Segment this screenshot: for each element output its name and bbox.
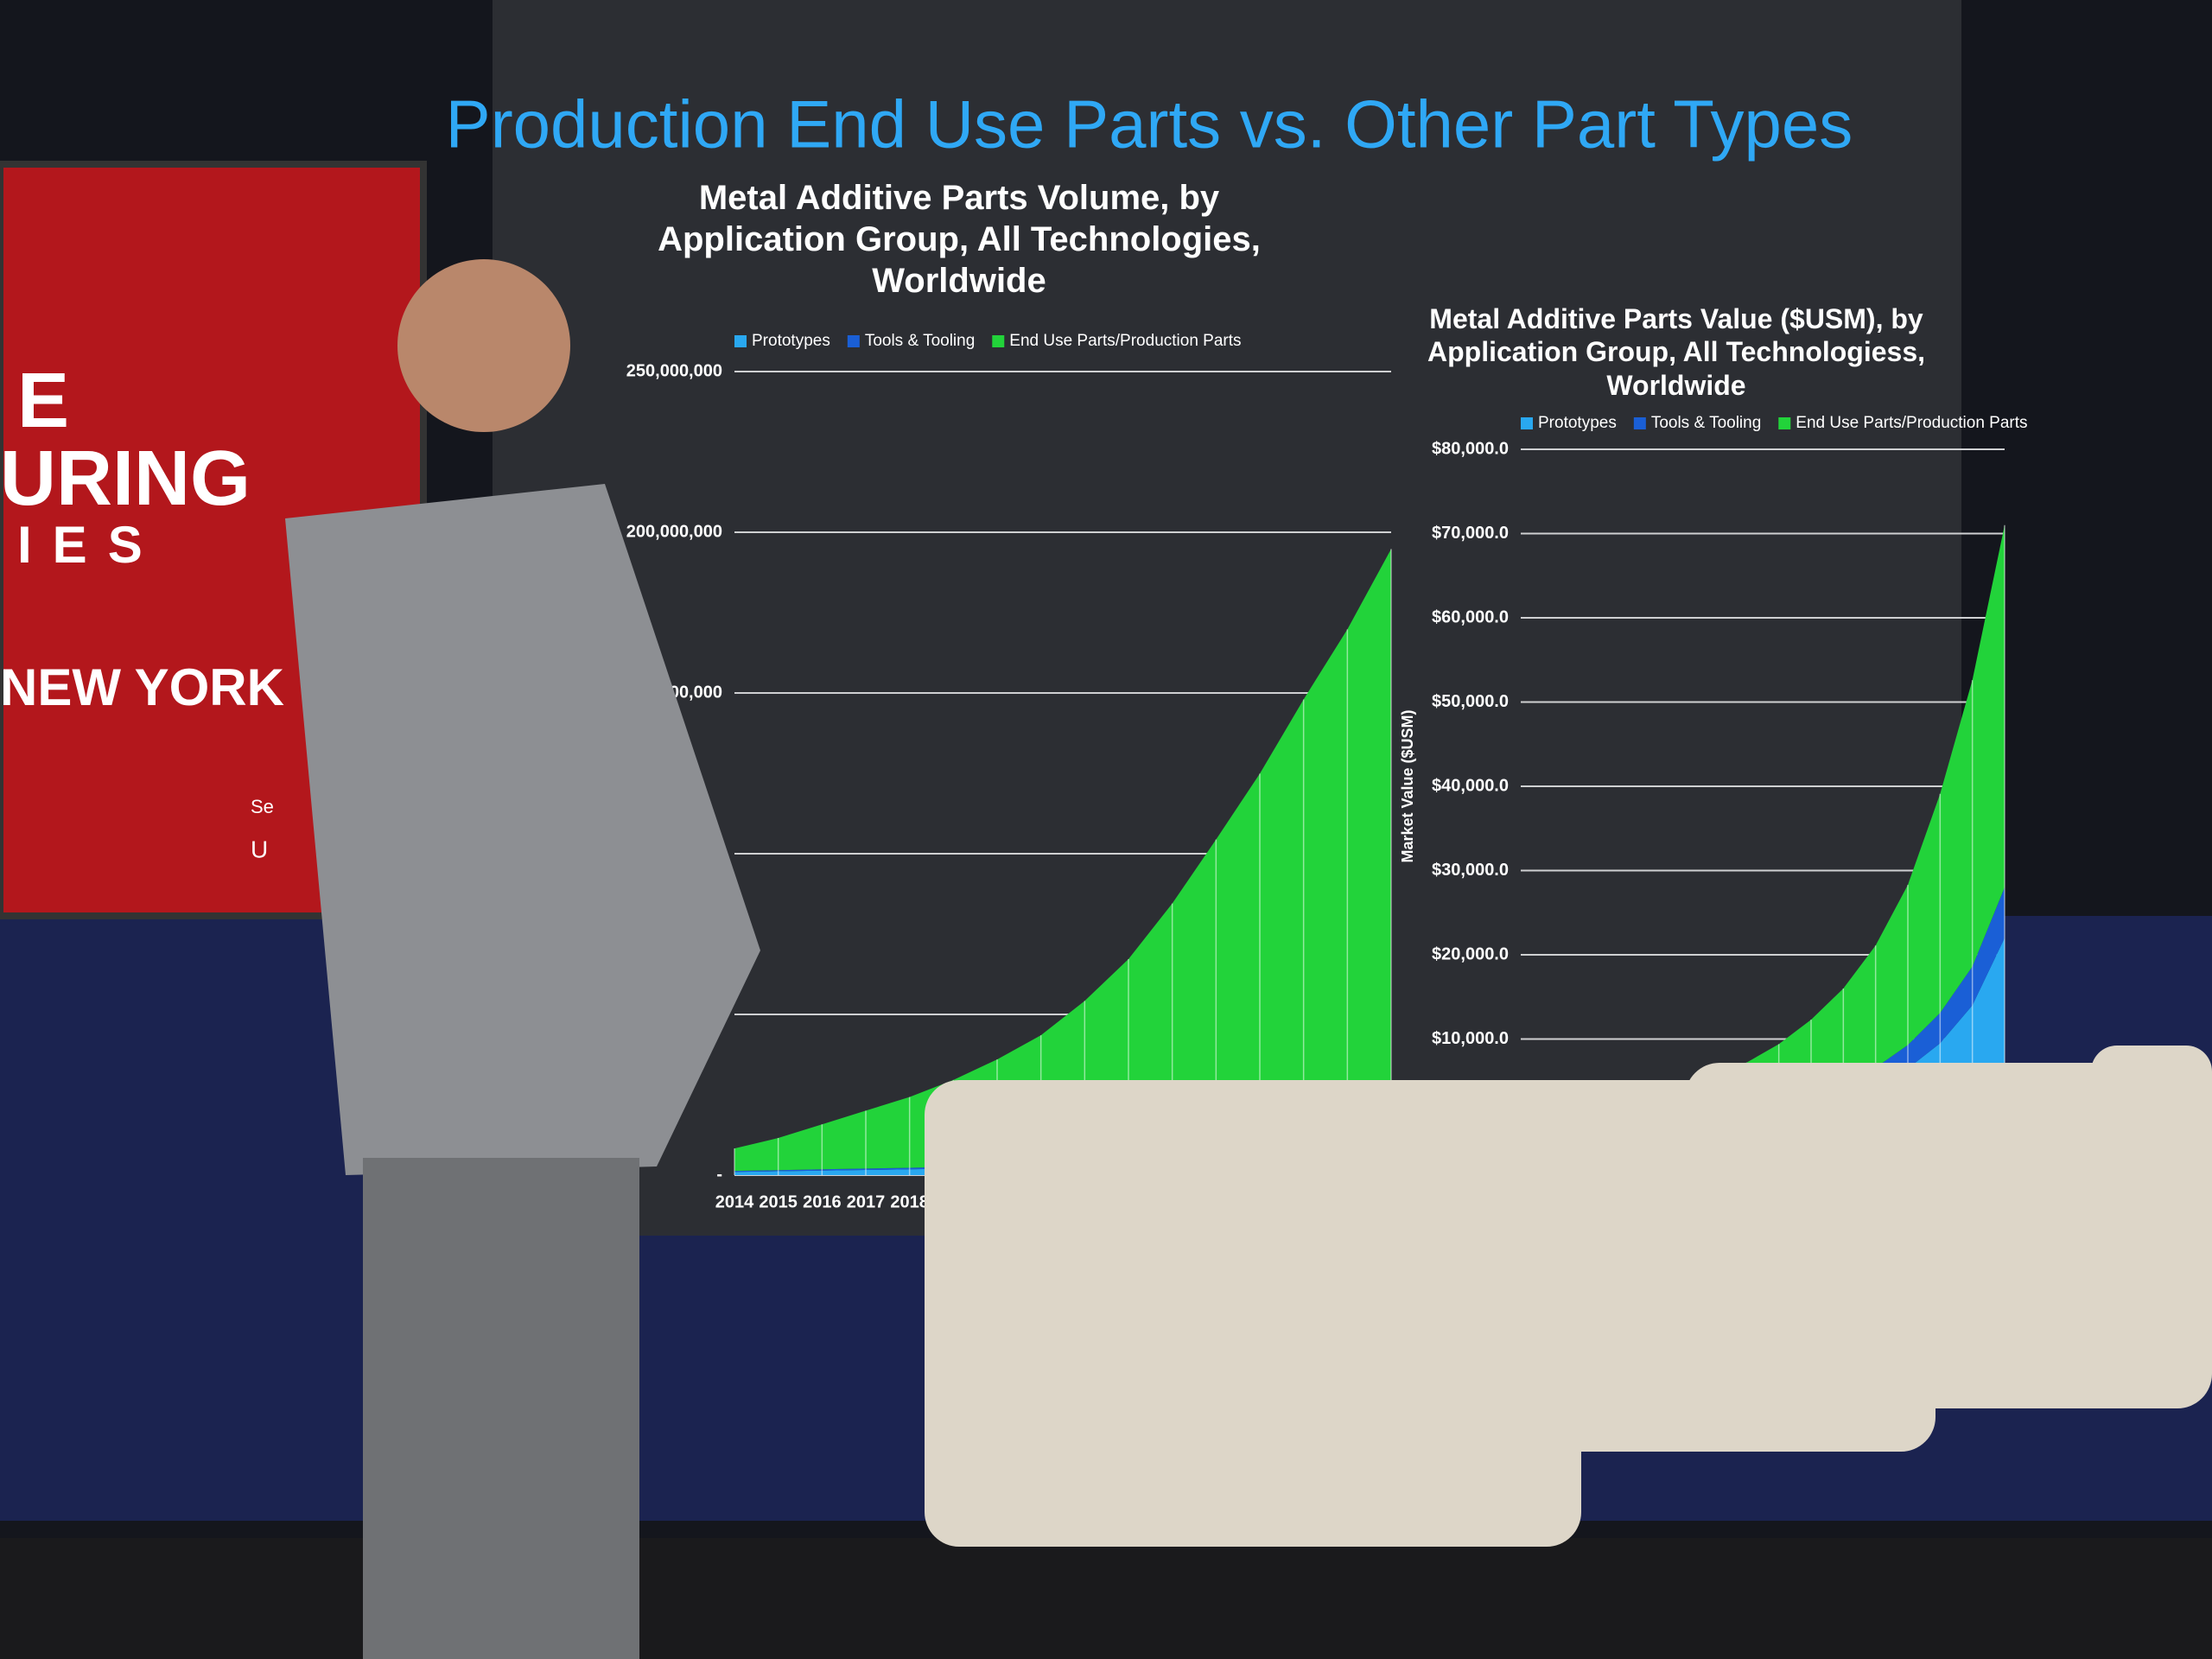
y-tick-label: $40,000.0 — [1432, 776, 1509, 795]
x-tick-label: 2018 — [890, 1192, 929, 1211]
chairs — [925, 1046, 2212, 1547]
person — [285, 259, 760, 1659]
banner-line: IES — [17, 516, 163, 574]
y-tick-label: $70,000.0 — [1432, 524, 1509, 543]
legend-label: Prototypes — [752, 332, 830, 350]
legend-swatch — [992, 335, 1005, 347]
legend-swatch — [847, 335, 860, 347]
legend-label: Tools & Tooling — [865, 332, 975, 350]
legend-label: End Use Parts/Production Parts — [1796, 414, 2027, 432]
legend-swatch — [734, 335, 747, 347]
y-tick-label: $20,000.0 — [1432, 944, 1509, 963]
legend-label: Tools & Tooling — [1651, 414, 1761, 432]
y-axis-label: Market Value ($USM) — [1399, 709, 1416, 862]
chart-title: Metal Additive Parts Value ($USM), by Ap… — [1427, 303, 1926, 401]
x-tick-label: 2016 — [803, 1192, 842, 1211]
banner-line: URING — [0, 435, 251, 522]
area — [734, 549, 1391, 1172]
x-tick-label: 2017 — [847, 1192, 886, 1211]
y-tick-label: $50,000.0 — [1432, 692, 1509, 711]
legend-swatch — [1778, 417, 1791, 429]
y-tick-label: - — [716, 1165, 722, 1184]
legend-label: End Use Parts/Production Parts — [1009, 332, 1241, 350]
x-tick-label: 2014 — [715, 1192, 754, 1211]
y-tick-label: $80,000.0 — [1432, 439, 1509, 458]
y-tick-label: 250,000,000 — [626, 361, 722, 380]
stage-floor — [0, 1538, 2212, 1659]
y-tick-label: $10,000.0 — [1432, 1029, 1509, 1048]
banner-footer: U — [251, 836, 268, 862]
slide-title: Production End Use Parts vs. Other Part … — [446, 86, 1853, 162]
y-tick-label: $30,000.0 — [1432, 861, 1509, 880]
legend-swatch — [1633, 417, 1646, 429]
legend-swatch — [1521, 417, 1533, 429]
chart-title: Metal Additive Parts Volume, by Applicat… — [658, 179, 1261, 300]
x-tick-label: 2015 — [759, 1192, 798, 1211]
banner-line: E — [17, 358, 69, 444]
area — [1521, 524, 2005, 1118]
y-tick-label: 200,000,000 — [626, 522, 722, 541]
y-tick-label: $60,000.0 — [1432, 607, 1509, 626]
banner-line: NEW YORK — [0, 658, 284, 716]
banner-footer: Se — [251, 796, 274, 817]
legend-label: Prototypes — [1538, 414, 1617, 432]
